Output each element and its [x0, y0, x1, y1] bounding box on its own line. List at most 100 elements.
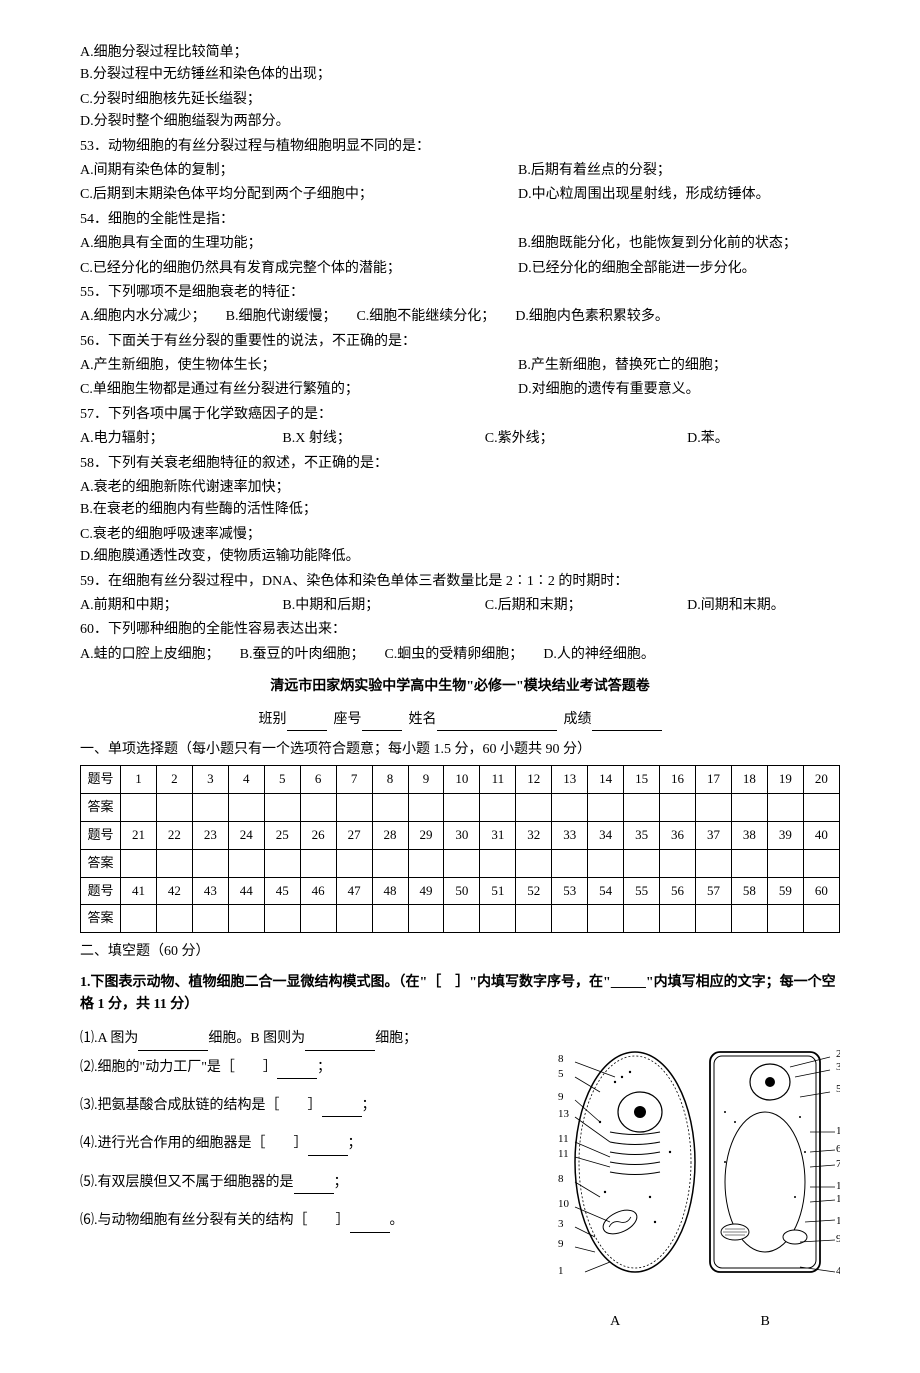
grid-answer-cell[interactable]: [588, 905, 624, 933]
grid-answer-cell[interactable]: [731, 849, 767, 877]
name-blank[interactable]: [437, 714, 557, 731]
grid-answer-cell[interactable]: [300, 905, 336, 933]
grid-answer-cell[interactable]: [228, 905, 264, 933]
grid-answer-cell[interactable]: [767, 849, 803, 877]
grid-answer-cell[interactable]: [803, 849, 839, 877]
diagram-left-num: 9: [558, 1238, 564, 1250]
sub1-blank1[interactable]: [138, 1034, 208, 1051]
grid-answer-cell[interactable]: [444, 849, 480, 877]
grid-answer-cell[interactable]: [300, 849, 336, 877]
sub1-blank2[interactable]: [305, 1034, 375, 1051]
grid-answer-cell[interactable]: [767, 794, 803, 822]
grid-answer-cell[interactable]: [156, 794, 192, 822]
q60-stem: 60．下列哪种细胞的全能性容易表达出来：: [80, 619, 840, 641]
grid-qnum: 19: [767, 766, 803, 794]
diagram-right-num: 6: [836, 1143, 840, 1155]
seat-blank[interactable]: [362, 714, 402, 731]
sub2-blank[interactable]: [277, 1062, 317, 1079]
grid-answer-cell[interactable]: [156, 849, 192, 877]
q53-options-1: A.间期有染色体的复制； B.后期有着丝点的分裂；: [80, 160, 840, 182]
grid-answer-cell[interactable]: [192, 849, 228, 877]
grid-answer-cell[interactable]: [336, 794, 372, 822]
grid-answer-cell[interactable]: [408, 794, 444, 822]
diagram-right-num: 9: [836, 1233, 840, 1245]
grid-answer-cell[interactable]: [803, 905, 839, 933]
grid-qnum: 56: [660, 877, 696, 905]
grid-answer-cell[interactable]: [372, 794, 408, 822]
grid-answer-cell[interactable]: [372, 905, 408, 933]
grid-answer-cell[interactable]: [480, 794, 516, 822]
grid-answer-cell[interactable]: [444, 905, 480, 933]
grid-answer-cell[interactable]: [516, 905, 552, 933]
q55-opt-a: A.细胞内水分减少；: [80, 306, 206, 328]
grid-answer-cell[interactable]: [372, 849, 408, 877]
q53-opt-c: C.后期到末期染色体平均分配到两个子细胞中；: [80, 184, 498, 206]
grid-answer-cell[interactable]: [156, 905, 192, 933]
grid-answer-cell[interactable]: [121, 905, 157, 933]
grid-answer-cell[interactable]: [516, 794, 552, 822]
grid-qnum: 53: [552, 877, 588, 905]
sub5-blank[interactable]: [294, 1177, 334, 1194]
sub4-blank[interactable]: [308, 1139, 348, 1156]
sub6-text: ⑹.与动物细胞有丝分裂有关的结构［ ］: [80, 1213, 350, 1228]
grid-answer-cell[interactable]: [552, 794, 588, 822]
grid-answer-cell[interactable]: [767, 905, 803, 933]
grid-answer-cell[interactable]: [731, 794, 767, 822]
grid-qnum: 17: [696, 766, 732, 794]
sub3-blank[interactable]: [322, 1101, 362, 1118]
grid-answer-cell[interactable]: [803, 794, 839, 822]
grid-answer-cell[interactable]: [696, 849, 732, 877]
diagram-left-num: 8: [558, 1053, 564, 1065]
grid-answer-cell[interactable]: [660, 794, 696, 822]
diagram-right-num: 3: [836, 1061, 840, 1073]
grid-answer-cell[interactable]: [731, 905, 767, 933]
grid-answer-cell[interactable]: [408, 849, 444, 877]
q59-opt-a: A.前期和中期；: [80, 595, 262, 617]
grid-label-q: 题号: [81, 877, 121, 905]
class-blank[interactable]: [287, 714, 327, 731]
grid-answer-cell[interactable]: [264, 905, 300, 933]
grid-answer-cell[interactable]: [121, 794, 157, 822]
grid-answer-cell[interactable]: [624, 794, 660, 822]
grid-answer-cell[interactable]: [228, 849, 264, 877]
sub4-text: ⑷.进行光合作用的细胞器是［ ］: [80, 1136, 308, 1151]
sub5-text: ⑸.有双层膜但又不属于细胞器的是: [80, 1175, 294, 1190]
grid-answer-cell[interactable]: [300, 794, 336, 822]
grid-answer-cell[interactable]: [228, 794, 264, 822]
grid-answer-cell[interactable]: [516, 849, 552, 877]
grid-answer-cell[interactable]: [121, 849, 157, 877]
grid-answer-cell[interactable]: [264, 794, 300, 822]
fill-q1-sub4: ⑷.进行光合作用的细胞器是［ ］；: [80, 1133, 530, 1155]
grid-answer-cell[interactable]: [660, 849, 696, 877]
q56-options-1: A.产生新细胞，使生物体生长； B.产生新细胞，替换死亡的细胞；: [80, 355, 840, 377]
grid-answer-cell[interactable]: [408, 905, 444, 933]
grid-answer-cell[interactable]: [192, 905, 228, 933]
sub5-post: ；: [334, 1175, 348, 1190]
q56-opt-b: B.产生新细胞，替换死亡的细胞；: [518, 355, 727, 377]
grid-qnum: 55: [624, 877, 660, 905]
grid-answer-cell[interactable]: [696, 794, 732, 822]
grid-answer-cell[interactable]: [336, 905, 372, 933]
grid-answer-cell[interactable]: [480, 905, 516, 933]
q58-options-1: A.衰老的细胞新陈代谢速率加快； B.在衰老的细胞内有些酶的活性降低；: [80, 477, 840, 522]
grid-qnum: 31: [480, 821, 516, 849]
grid-answer-cell[interactable]: [624, 905, 660, 933]
grid-answer-cell[interactable]: [660, 905, 696, 933]
grid-answer-cell[interactable]: [336, 849, 372, 877]
q59-opt-c: C.后期和末期；: [485, 595, 667, 617]
grid-answer-cell[interactable]: [588, 794, 624, 822]
score-blank[interactable]: [592, 714, 662, 731]
sub6-blank[interactable]: [350, 1216, 390, 1233]
grid-answer-cell[interactable]: [696, 905, 732, 933]
q59-opt-b: B.中期和后期；: [282, 595, 464, 617]
grid-answer-cell[interactable]: [588, 849, 624, 877]
grid-answer-cell[interactable]: [552, 905, 588, 933]
grid-answer-cell[interactable]: [192, 794, 228, 822]
q52-opt-d: D.分裂时整个细胞缢裂为两部分。: [80, 111, 445, 133]
grid-answer-cell[interactable]: [480, 849, 516, 877]
grid-answer-cell[interactable]: [552, 849, 588, 877]
grid-answer-cell[interactable]: [264, 849, 300, 877]
grid-answer-cell[interactable]: [624, 849, 660, 877]
grid-answer-cell[interactable]: [444, 794, 480, 822]
grid-qnum: 35: [624, 821, 660, 849]
